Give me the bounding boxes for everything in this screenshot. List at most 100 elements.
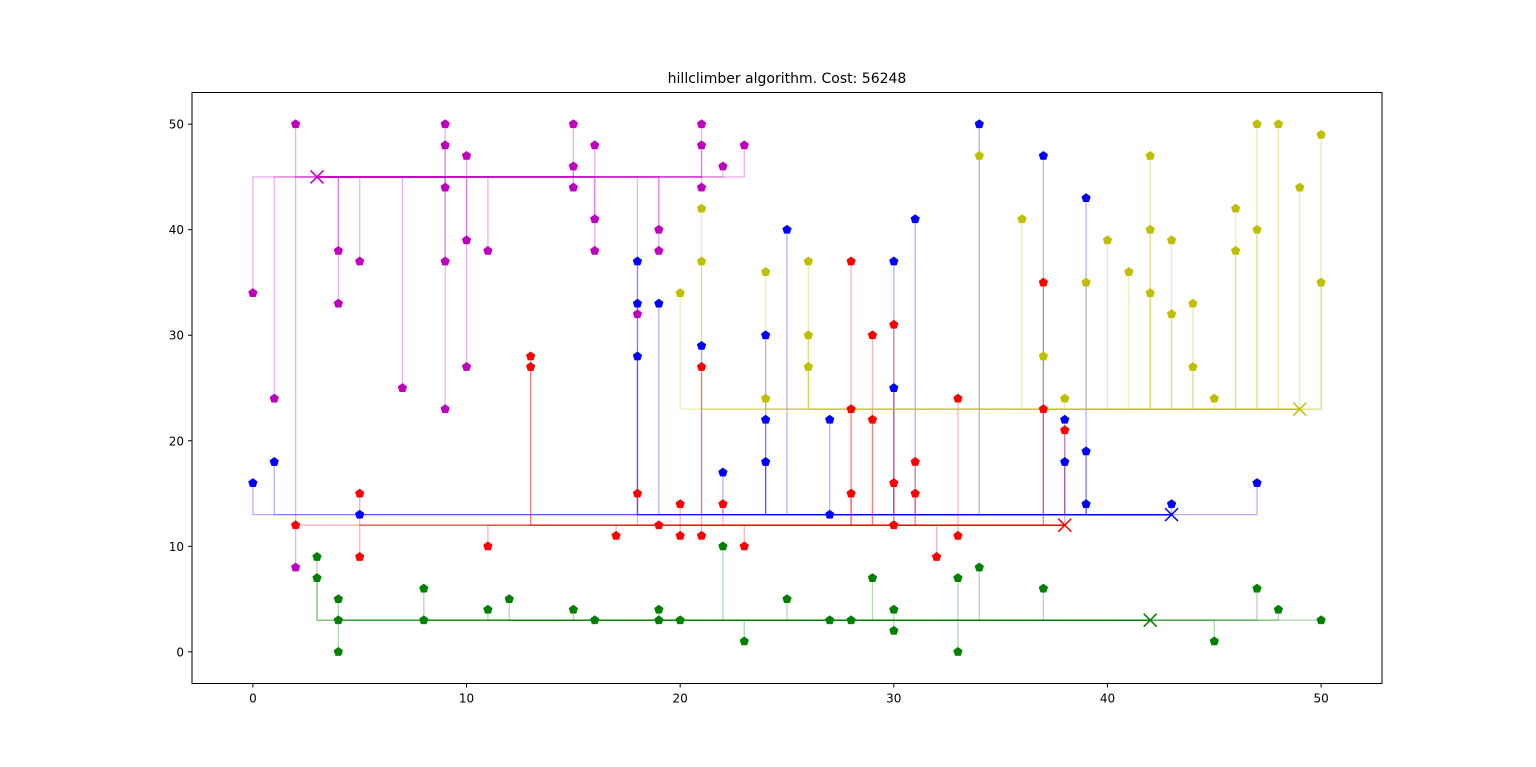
house-point xyxy=(910,456,920,466)
house-point xyxy=(675,499,685,509)
house-point xyxy=(782,594,792,604)
house-point xyxy=(1230,203,1241,213)
cable-line xyxy=(1256,124,1300,410)
cable-line xyxy=(743,524,1065,547)
cable-line xyxy=(316,176,596,220)
house-point xyxy=(867,330,878,340)
cable-line xyxy=(1064,419,1172,516)
cable-line xyxy=(1021,219,1300,410)
house-point xyxy=(483,541,493,551)
cable-line xyxy=(1085,282,1300,410)
house-point xyxy=(1316,129,1326,139)
cable-line xyxy=(508,599,1151,621)
cable-line xyxy=(529,356,1065,526)
house-point xyxy=(333,646,344,656)
plot-area xyxy=(248,119,1326,656)
house-point xyxy=(675,615,685,625)
house-point xyxy=(419,583,429,593)
x-tick-label: 0 xyxy=(249,692,257,706)
cable-line xyxy=(1042,409,1065,526)
axes: 0 10 20 30 40 50 0 10 20 30 40 50 xyxy=(169,118,1329,706)
house-point xyxy=(1017,214,1027,224)
house-point xyxy=(290,562,301,572)
plot-frame xyxy=(191,92,1383,684)
house-point xyxy=(654,224,664,234)
cable-line xyxy=(978,155,1300,410)
cable-line xyxy=(316,176,468,367)
house-point xyxy=(889,319,899,329)
cable-line xyxy=(1149,293,1300,410)
house-point xyxy=(355,551,365,561)
house-point xyxy=(654,245,664,255)
house-point xyxy=(889,478,899,487)
cable-line xyxy=(294,124,317,178)
cable-line xyxy=(1150,588,1258,621)
house-point xyxy=(397,383,408,392)
house-point xyxy=(461,361,472,371)
cable-line xyxy=(786,599,1151,621)
cable-line xyxy=(1042,282,1065,526)
cable-line xyxy=(1106,240,1300,410)
house-point xyxy=(696,530,707,540)
house-point xyxy=(825,414,835,424)
house-point xyxy=(675,530,685,540)
cable-line xyxy=(252,482,1172,516)
cable-line xyxy=(978,567,1151,621)
cable-line xyxy=(636,356,1172,516)
cable-line xyxy=(1192,303,1300,410)
house-point xyxy=(1166,235,1177,245)
house-point xyxy=(419,615,429,625)
house-point xyxy=(290,119,301,129)
series-1-houses xyxy=(248,119,1262,519)
y-tick-label: 20 xyxy=(169,434,184,448)
cable-line xyxy=(722,472,1172,516)
house-point xyxy=(440,256,450,266)
house-point xyxy=(1188,298,1198,308)
house-point xyxy=(1081,446,1091,456)
cable-line xyxy=(700,208,1300,410)
house-point xyxy=(440,182,450,192)
y-tick-label: 10 xyxy=(169,540,184,554)
series-1-cables xyxy=(252,124,1258,516)
cable-line xyxy=(273,461,1172,516)
house-point xyxy=(248,478,258,487)
house-point xyxy=(803,256,814,266)
cable-line xyxy=(1085,451,1172,516)
house-point xyxy=(1145,150,1155,160)
house-point xyxy=(931,551,942,561)
house-point xyxy=(846,615,856,625)
house-point xyxy=(333,594,344,604)
house-point xyxy=(440,119,450,129)
house-point xyxy=(953,393,963,403)
house-point xyxy=(1295,182,1305,192)
house-point xyxy=(1230,245,1241,255)
cable-line xyxy=(957,577,1151,621)
cable-line xyxy=(1192,366,1300,410)
house-point xyxy=(974,150,984,160)
house-point xyxy=(718,161,728,171)
house-point xyxy=(803,361,814,371)
house-point xyxy=(1081,277,1091,287)
cable-line xyxy=(316,145,446,178)
cable-line xyxy=(1299,282,1322,410)
house-point xyxy=(568,604,579,614)
house-point xyxy=(889,604,899,614)
house-point xyxy=(654,615,664,625)
house-point xyxy=(461,150,472,160)
cable-line xyxy=(636,303,1172,516)
cable-line xyxy=(316,176,489,251)
cable-line xyxy=(1299,134,1322,410)
cable-line xyxy=(807,261,1300,410)
cable-line xyxy=(294,176,317,568)
cable-line xyxy=(978,124,1172,516)
house-point xyxy=(248,288,258,297)
house-point xyxy=(1038,583,1049,593)
x-tick-label: 40 xyxy=(1100,692,1115,706)
cable-line xyxy=(359,524,1065,557)
cable-line xyxy=(935,524,1065,557)
house-point xyxy=(1060,414,1070,424)
house-point xyxy=(846,404,856,414)
house-point xyxy=(974,562,984,572)
house-point xyxy=(1273,119,1284,129)
